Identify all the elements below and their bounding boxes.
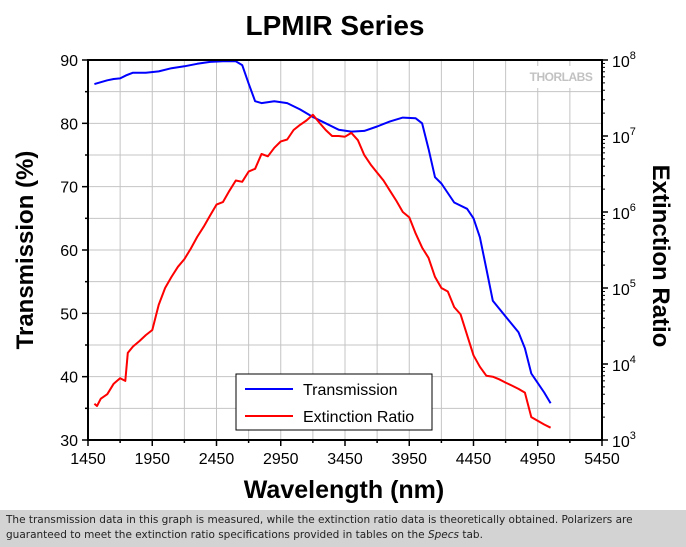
- y-tick-label: 60: [60, 243, 78, 260]
- y-tick-label: 50: [60, 306, 78, 323]
- y-tick-label: 30: [60, 433, 78, 450]
- y2-axis-label: Extinction Ratio: [647, 165, 674, 348]
- y-tick-label: 90: [60, 53, 78, 70]
- y-tick-label: 70: [60, 180, 78, 197]
- x-tick-label: 1950: [134, 451, 170, 468]
- y2-tick-label: 105: [612, 278, 636, 299]
- caption-text-before: The transmission data in this graph is m…: [6, 514, 633, 541]
- chart-title: LPMIR Series: [246, 10, 425, 41]
- legend-label-transmission: Transmission: [303, 382, 398, 399]
- x-tick-label: 4950: [520, 451, 556, 468]
- x-tick-label: 3450: [327, 451, 363, 468]
- thorlabs-logo: THORLABS: [522, 66, 600, 88]
- series-line-extinction-ratio: [93, 113, 552, 429]
- series-line-transmission: [94, 60, 552, 404]
- y-tick-label: 80: [60, 116, 78, 133]
- x-tick-label: 3950: [391, 451, 427, 468]
- legend-box: [235, 373, 433, 431]
- caption-specs-word: Specs: [427, 529, 460, 541]
- y2-tick-label: 103: [612, 430, 636, 451]
- legend: Transmission Extinction Ratio: [235, 373, 433, 431]
- x-tick-label: 4450: [456, 451, 492, 468]
- ticks: [82, 59, 608, 446]
- y2-tick-label: 107: [612, 126, 636, 147]
- y2-tick-label: 104: [612, 354, 636, 375]
- y-tick-label: 40: [60, 370, 78, 387]
- y2-tick-label: 106: [612, 202, 636, 223]
- x-tick-labels: 1450 1950 2450 2950 3450 3950 4450 4950 5450: [70, 451, 620, 468]
- x-tick-label: 5450: [584, 451, 620, 468]
- caption: The transmission data in this graph is m…: [0, 510, 686, 547]
- y2-tick-labels: 103 104 105 106 107 108: [612, 50, 636, 451]
- y2-tick-label: 108: [612, 50, 636, 71]
- series-layer: [93, 60, 552, 429]
- x-tick-label: 2450: [199, 451, 235, 468]
- x-axis-label: Wavelength (nm): [244, 476, 444, 504]
- grid: [88, 60, 602, 440]
- chart: LPMIR Series 1450 1950 2450 2950 3450 3950 445…: [12, 10, 674, 504]
- x-tick-label: 2950: [263, 451, 299, 468]
- x-tick-label: 1450: [70, 451, 106, 468]
- y-tick-labels: 30 40 50 60 70 80 90: [60, 53, 78, 450]
- legend-label-extinction-ratio: Extinction Ratio: [303, 409, 414, 426]
- y-axis-label: Transmission (%): [12, 151, 39, 350]
- caption-text-after: tab.: [459, 529, 483, 541]
